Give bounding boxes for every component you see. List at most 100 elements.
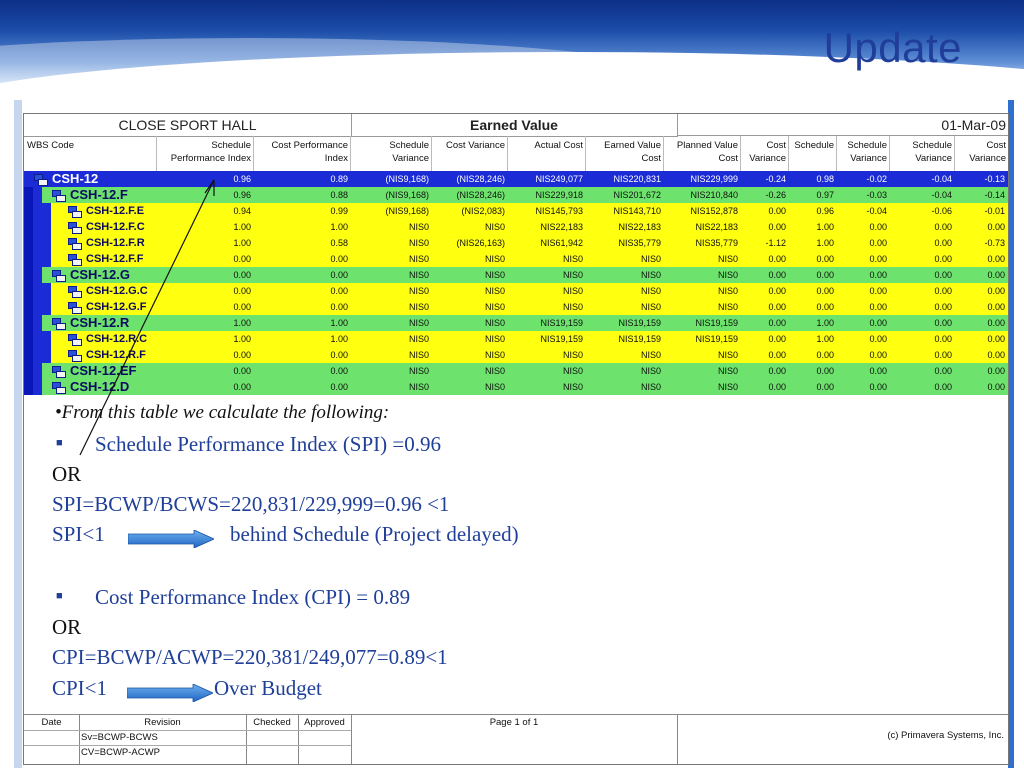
table-cell: NIS0 [484, 254, 505, 264]
table-cell: 0.00 [987, 366, 1005, 376]
table-cell: 0.00 [869, 318, 887, 328]
table-cell: NIS35,779 [618, 238, 661, 248]
table-row[interactable]: CSH-12.F.C 1.00 1.00 NIS0 NIS0 NIS22,183 NIS22… [24, 219, 1008, 235]
tree-indent-bar [42, 331, 51, 347]
wbs-code-label: CSH-12.F.E [86, 205, 145, 217]
tree-indent-bar [24, 203, 33, 219]
table-cell: 0.00 [934, 238, 952, 248]
table-cell: 1.00 [816, 318, 834, 328]
wbs-code-label: CSH-12.F.R [86, 237, 145, 249]
table-cell: 0.00 [869, 382, 887, 392]
table-row[interactable]: CSH-12.F 0.96 0.88 (NIS9,168) (NIS28,246) NIS… [24, 187, 1008, 203]
table-row[interactable]: CSH-12.D 0.00 0.00 NIS0 NIS0 NIS0 NIS0 NIS0 0.00… [24, 379, 1008, 395]
table-cell: (NIS28,246) [456, 174, 505, 184]
table-row[interactable]: CSH-12.EF 0.00 0.00 NIS0 NIS0 NIS0 NIS0 NIS0 0.0… [24, 363, 1008, 379]
wbs-node-icon [52, 189, 66, 202]
table-cell: 0.00 [330, 254, 348, 264]
table-cell: NIS0 [408, 318, 429, 328]
wbs-code: CSH-12.G [52, 267, 130, 283]
table-cell: NIS0 [640, 382, 661, 392]
col-header: Schedule Variance [837, 136, 890, 171]
table-cell: NIS0 [717, 286, 738, 296]
table-cell: 0.00 [869, 366, 887, 376]
table-cell: NIS0 [484, 382, 505, 392]
table-cell: NIS0 [484, 350, 505, 360]
wbs-code-label: CSH-12.D [70, 379, 130, 394]
table-cell: 0.00 [816, 302, 834, 312]
table-row[interactable]: CSH-12.F.F 0.00 0.00 NIS0 NIS0 NIS0 NIS0 NIS0 0.… [24, 251, 1008, 267]
wbs-node-icon [68, 237, 82, 250]
right-arrow-icon [128, 530, 214, 548]
table-cell: 0.96 [816, 206, 834, 216]
wbs-node-icon [68, 349, 82, 362]
right-stripe [1008, 100, 1014, 768]
footer-divider [677, 715, 678, 764]
table-cell: -0.13 [984, 174, 1005, 184]
tree-indent-bar [24, 379, 33, 395]
table-cell: (NIS28,246) [456, 190, 505, 200]
spi-heading: Schedule Performance Index (SPI) =0.96 [95, 432, 441, 456]
table-row[interactable]: CSH-12.F.R 1.00 0.58 NIS0 (NIS26,163) NIS61,9… [24, 235, 1008, 251]
table-row[interactable]: CSH-12.G 0.00 0.00 NIS0 NIS0 NIS0 NIS0 NIS0 0.00… [24, 267, 1008, 283]
tree-indent-bar [24, 347, 33, 363]
table-row[interactable]: CSH-12.F.E 0.94 0.99 (NIS9,168) (NIS2,083) NI… [24, 203, 1008, 219]
wbs-node-icon [52, 269, 66, 282]
table-cell: 0.00 [869, 302, 887, 312]
wbs-node-icon [52, 365, 66, 378]
tree-indent-bar [33, 347, 42, 363]
footer-page-number: Page 1 of 1 [489, 717, 539, 728]
tree-indent-bar [24, 331, 33, 347]
table-cell: (NIS9,168) [385, 190, 429, 200]
col-header: Cost Variance [741, 136, 789, 171]
table-cell: 0.00 [869, 350, 887, 360]
footer-revision-entry: CV=BCWP-ACWP [81, 747, 160, 758]
table-cell: NIS19,159 [618, 318, 661, 328]
table-cell: -0.14 [984, 190, 1005, 200]
table-cell: NIS0 [408, 238, 429, 248]
table-cell: NIS19,159 [540, 334, 583, 344]
table-cell: 0.00 [869, 222, 887, 232]
table-row[interactable]: CSH-12 0.96 0.89 (NIS9,168) (NIS28,246) NIS24… [24, 171, 1008, 187]
table-row[interactable]: CSH-12.R 1.00 1.00 NIS0 NIS0 NIS19,159 NIS19,1… [24, 315, 1008, 331]
table-cell: NIS19,159 [695, 318, 738, 328]
wbs-code-label: CSH-12.G.F [86, 301, 147, 313]
table-cell: 0.00 [768, 366, 786, 376]
wbs-code: CSH-12.F.R [68, 235, 145, 251]
table-cell: -0.04 [931, 174, 952, 184]
col-header: Schedule Performance Index [157, 136, 254, 171]
table-cell: 1.00 [233, 318, 251, 328]
table-row[interactable]: CSH-12.G.C 0.00 0.00 NIS0 NIS0 NIS0 NIS0 NIS0 0.… [24, 283, 1008, 299]
tree-indent-bar [42, 347, 51, 363]
wbs-code-label: CSH-12.F [70, 187, 128, 202]
table-cell: 0.00 [934, 286, 952, 296]
table-cell: 0.00 [869, 238, 887, 248]
table-cell: NIS0 [640, 270, 661, 280]
wbs-code-label: CSH-12.G.C [86, 285, 148, 297]
table-cell: 0.00 [768, 318, 786, 328]
footer-approved-label: Approved [304, 717, 345, 728]
table-row[interactable]: CSH-12.G.F 0.00 0.00 NIS0 NIS0 NIS0 NIS0 NIS0 0.… [24, 299, 1008, 315]
table-row[interactable]: CSH-12.R.F 0.00 0.00 NIS0 NIS0 NIS0 NIS0 NIS0 0.… [24, 347, 1008, 363]
table-cell: 0.00 [934, 382, 952, 392]
table-cell: NIS0 [562, 302, 583, 312]
cpi-result: Over Budget [214, 676, 322, 700]
table-cell: 0.00 [816, 350, 834, 360]
table-cell: NIS0 [562, 254, 583, 264]
right-arrow-icon [127, 684, 213, 702]
table-row[interactable]: CSH-12.R.C 1.00 1.00 NIS0 NIS0 NIS19,159 NIS19… [24, 331, 1008, 347]
tree-indent-bar [33, 219, 42, 235]
table-cell: NIS0 [408, 334, 429, 344]
col-header: Cost Variance [969, 140, 1006, 164]
table-cell: 0.00 [987, 286, 1005, 296]
footer-divider [298, 715, 299, 764]
tree-indent-bar [33, 251, 42, 267]
table-cell: 0.00 [934, 270, 952, 280]
table-cell: NIS0 [640, 350, 661, 360]
footer-rule [24, 745, 351, 746]
wbs-code: CSH-12.R [52, 315, 129, 331]
table-cell: NIS0 [408, 302, 429, 312]
table-cell: 1.00 [330, 334, 348, 344]
col-header: Cost Performance Index [254, 136, 351, 171]
table-cell: NIS0 [408, 286, 429, 296]
